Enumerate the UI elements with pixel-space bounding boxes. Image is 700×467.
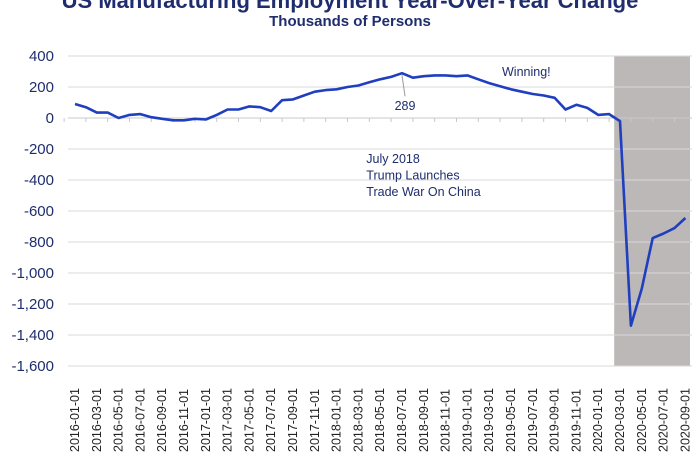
x-tick-label: 2018-05-01: [373, 388, 387, 452]
x-tick-label: 2019-03-01: [482, 388, 496, 452]
x-tick-label: 2019-07-01: [526, 388, 540, 452]
trade-war-annotation-line: Trade War On China: [366, 185, 480, 199]
chart-title: US Manufacturing Employment Year-Over-Ye…: [61, 0, 639, 13]
y-tick-label: 0: [46, 110, 54, 127]
x-tick-label: 2017-09-01: [286, 388, 300, 452]
x-tick-label: 2020-09-01: [678, 388, 692, 452]
x-tick-label: 2019-09-01: [548, 388, 562, 452]
trade-war-annotation-line: July 2018: [366, 152, 420, 166]
annotation-leader-line: [401, 75, 406, 97]
x-tick-label: 2020-03-01: [613, 388, 627, 452]
x-tick-label: 2017-07-01: [264, 388, 278, 452]
peak-value-label: 289: [395, 99, 416, 113]
winning-annotation: Winning!: [502, 65, 551, 79]
x-tick-label: 2019-01-01: [460, 388, 474, 452]
series-line: [74, 71, 687, 328]
y-tick-label: -1,400: [11, 327, 54, 344]
chart-subtitle: Thousands of Persons: [269, 13, 431, 30]
x-tick-label: 2020-05-01: [635, 388, 649, 452]
x-tick-label: 2016-01-01: [68, 388, 82, 452]
x-tick-label: 2020-07-01: [657, 388, 671, 452]
x-tick-label: 2017-03-01: [221, 388, 235, 452]
x-tick-label: 2016-11-01: [177, 389, 191, 452]
y-tick-label: -600: [24, 203, 54, 220]
y-tick-label: -1,000: [11, 265, 54, 282]
x-tick-label: 2018-03-01: [351, 388, 365, 452]
y-tick-label: -400: [24, 172, 54, 189]
x-tick-label: 2017-11-01: [308, 389, 322, 452]
x-tick-label: 2016-03-01: [90, 388, 104, 452]
x-tick-label: 2016-09-01: [155, 388, 169, 452]
x-tick-label: 2017-01-01: [199, 388, 213, 452]
x-tick-label: 2016-05-01: [112, 388, 126, 452]
y-tick-label: -800: [24, 234, 54, 251]
y-tick-label: -200: [24, 141, 54, 158]
x-tick-label: 2017-05-01: [242, 388, 256, 452]
x-tick-label: 2018-01-01: [330, 388, 344, 452]
x-tick-label: 2020-01-01: [591, 388, 605, 452]
x-tick-label: 2019-11-01: [569, 389, 583, 452]
y-tick-label: 200: [29, 79, 54, 96]
y-tick-label: 400: [29, 48, 54, 65]
y-tick-label: -1,600: [11, 358, 54, 375]
x-tick-label: 2019-05-01: [504, 388, 518, 452]
trade-war-annotation-line: Trump Launches: [366, 169, 459, 183]
x-tick-label: 2016-07-01: [133, 388, 147, 452]
y-tick-label: -1,200: [11, 296, 54, 313]
x-tick-label: 2018-11-01: [439, 389, 453, 452]
x-tick-label: 2018-09-01: [417, 388, 431, 452]
x-tick-label: 2018-07-01: [395, 388, 409, 452]
